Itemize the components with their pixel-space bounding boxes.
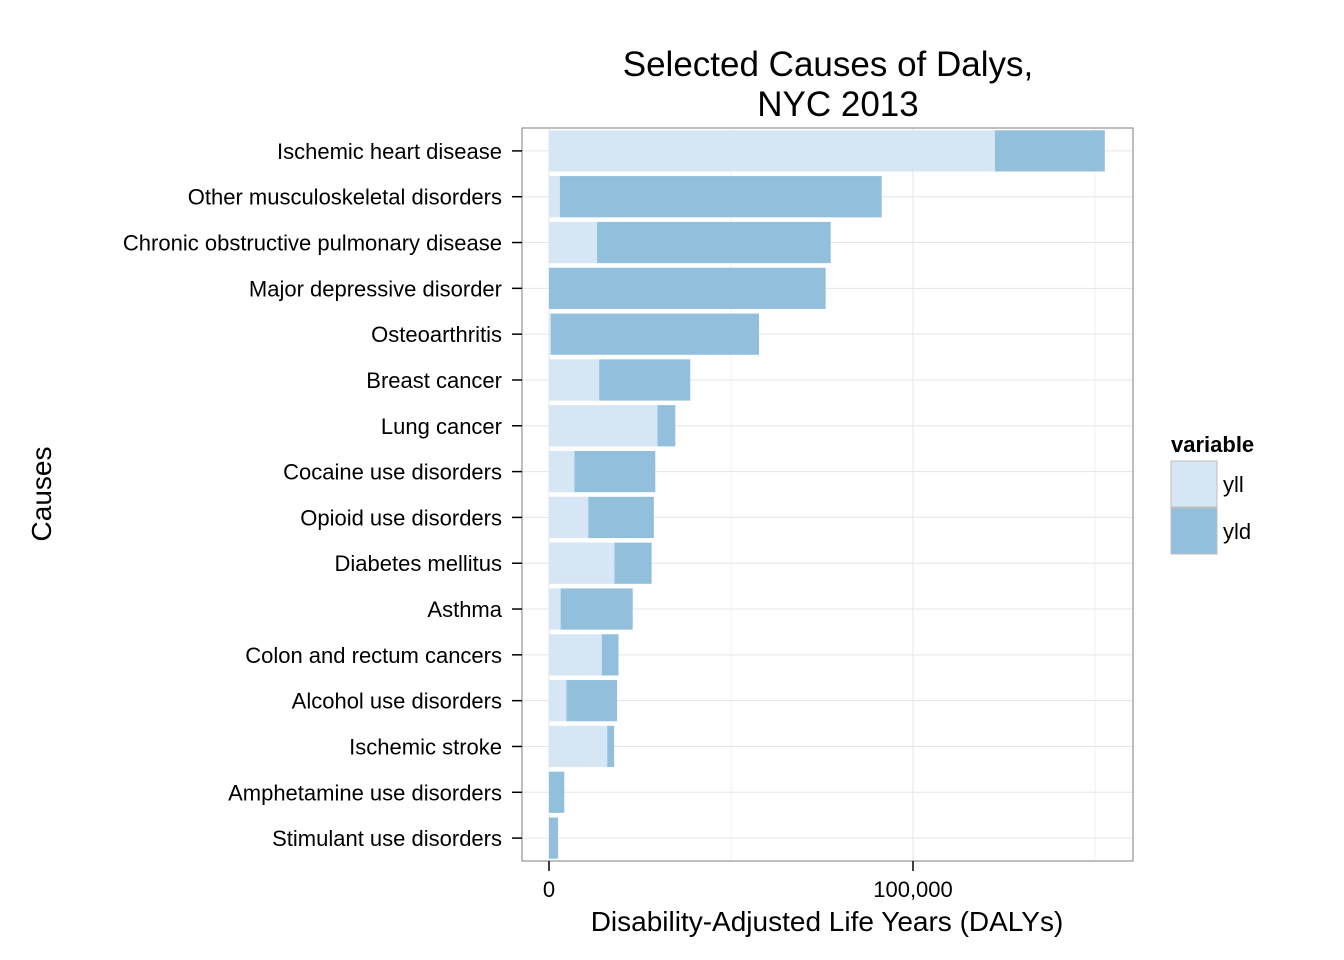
y-tick-label: Opioid use disorders bbox=[300, 505, 502, 530]
legend: variable yll yld bbox=[1170, 432, 1254, 555]
bar-yld bbox=[614, 542, 652, 584]
bar-yll bbox=[549, 680, 567, 722]
bar-yld bbox=[549, 771, 565, 813]
bar-yll bbox=[549, 725, 608, 768]
bar-yll bbox=[549, 130, 995, 172]
bars bbox=[549, 130, 1105, 859]
y-tick-label: Ischemic heart disease bbox=[277, 139, 502, 164]
bar-yld bbox=[559, 176, 882, 218]
bar-yll bbox=[549, 405, 658, 447]
y-tick-label: Stimulant use disorders bbox=[272, 826, 502, 851]
legend-title: variable bbox=[1171, 432, 1254, 457]
legend-swatch-yll bbox=[1170, 460, 1218, 508]
bar-yll bbox=[549, 176, 560, 218]
bar-yld bbox=[599, 359, 691, 401]
legend-swatch-yld bbox=[1170, 507, 1218, 555]
legend-label-yll: yll bbox=[1223, 472, 1244, 497]
bar-yll bbox=[549, 221, 598, 264]
y-tick-label: Osteoarthritis bbox=[371, 322, 502, 347]
bar-yll bbox=[549, 634, 602, 676]
bar-yll bbox=[549, 588, 561, 630]
y-tick-label: Cocaine use disorders bbox=[283, 460, 502, 485]
bar-yld bbox=[549, 817, 559, 859]
y-tick-label: Major depressive disorder bbox=[249, 276, 502, 301]
bar-yld bbox=[560, 588, 633, 630]
x-axis: 0 100,000 bbox=[543, 861, 953, 902]
bar-yll bbox=[549, 496, 589, 539]
y-tick-label: Alcohol use disorders bbox=[292, 689, 502, 714]
bar-yld bbox=[574, 450, 656, 493]
y-axis-title: Causes bbox=[26, 447, 57, 542]
y-tick-label: Amphetamine use disorders bbox=[228, 780, 502, 805]
x-axis-title: Disability-Adjusted Life Years (DALYs) bbox=[591, 906, 1064, 937]
x-tick-label: 0 bbox=[543, 877, 555, 902]
bar-yll bbox=[549, 450, 575, 493]
y-tick-label: Other musculoskeletal disorders bbox=[188, 185, 502, 210]
bar-yll bbox=[549, 542, 615, 584]
y-tick-label: Breast cancer bbox=[366, 368, 502, 393]
y-axis: Ischemic heart disease Other musculoskele… bbox=[123, 139, 522, 851]
bar-yld bbox=[657, 405, 676, 447]
y-tick-label: Diabetes mellitus bbox=[334, 551, 502, 576]
y-tick-label: Colon and rectum cancers bbox=[245, 643, 502, 668]
bar-yld bbox=[588, 496, 654, 539]
y-tick-label: Asthma bbox=[427, 597, 502, 622]
bar-yld bbox=[607, 725, 615, 768]
y-tick-label: Ischemic stroke bbox=[349, 734, 502, 759]
bar-yld bbox=[994, 130, 1105, 172]
bar-yld bbox=[601, 634, 619, 676]
bar-yld bbox=[597, 221, 831, 264]
chart-title-line1: Selected Causes of Dalys, bbox=[623, 45, 1033, 84]
plot-panel-border bbox=[521, 127, 1134, 862]
bar-yld bbox=[549, 267, 826, 309]
chart-title-line2: NYC 2013 bbox=[757, 85, 918, 124]
bar-yll bbox=[549, 359, 600, 401]
y-tick-label: Lung cancer bbox=[381, 414, 502, 439]
y-tick-label: Chronic obstructive pulmonary disease bbox=[123, 231, 502, 256]
x-tick-label: 100,000 bbox=[873, 877, 953, 902]
legend-label-yld: yld bbox=[1223, 519, 1251, 544]
bar-yll bbox=[549, 313, 551, 355]
bar-yld bbox=[550, 313, 760, 355]
bar-yld bbox=[566, 680, 618, 722]
